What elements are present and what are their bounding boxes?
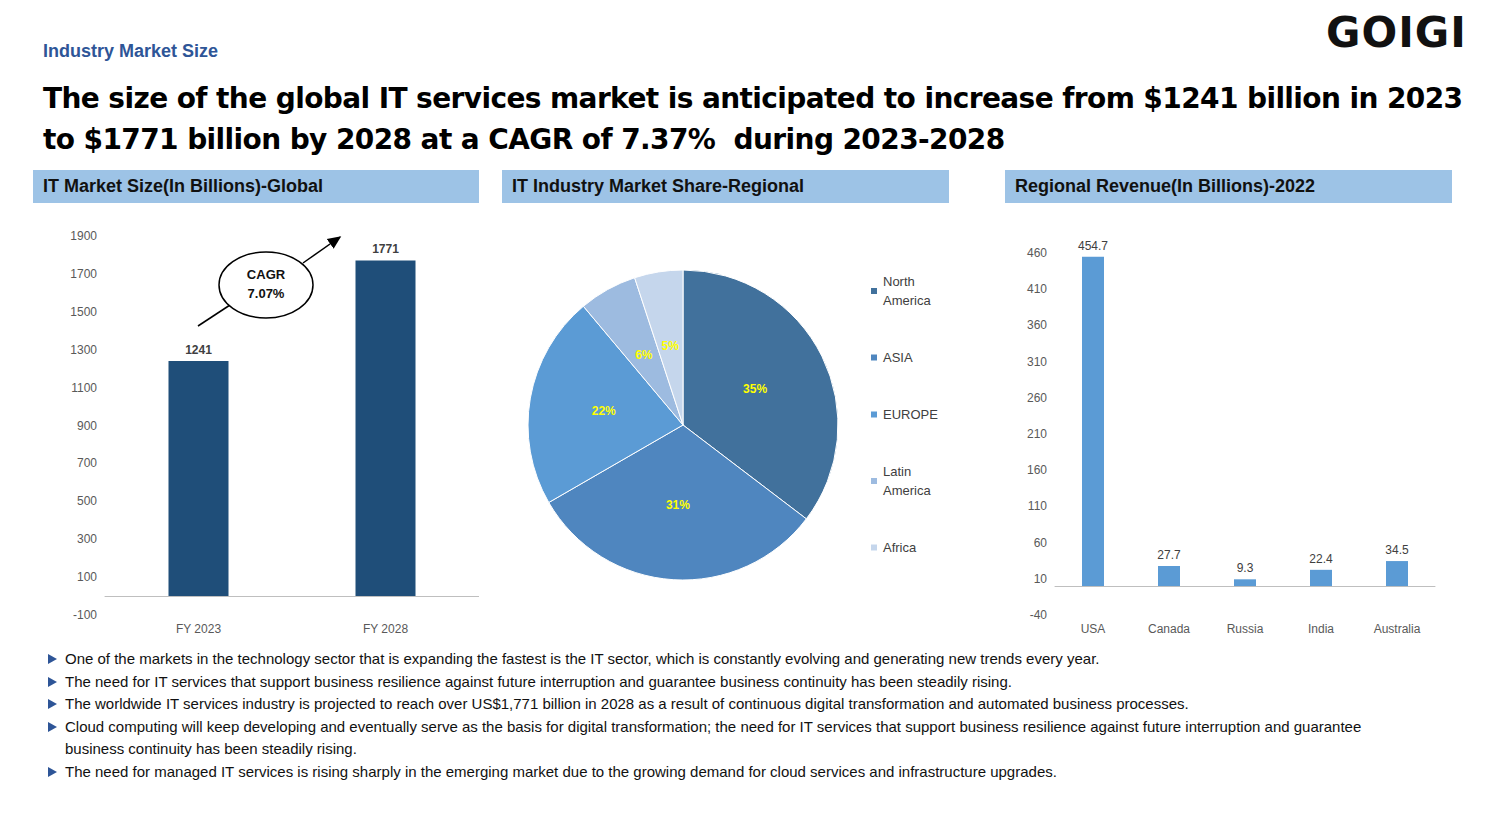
svg-text:-100: -100 <box>73 608 97 622</box>
svg-text:1900: 1900 <box>70 229 97 243</box>
html-text:IT Industry Market Share-Regio: IT Industry Market Share-Regional <box>512 176 805 196</box>
svg-text:410: 410 <box>1027 282 1047 296</box>
svg-text:500: 500 <box>77 494 97 508</box>
svg-text:22.4: 22.4 <box>1309 552 1333 566</box>
svg-text:CAGR: CAGR <box>247 267 286 282</box>
svg-text:Russia: Russia <box>1227 622 1264 635</box>
svg-text:900: 900 <box>77 419 97 433</box>
svg-text:Australia: Australia <box>1374 622 1421 635</box>
html-text:Regional Revenue(In Billions)-: Regional Revenue(In Billions)-2022 <box>1015 176 1316 196</box>
svg-text:EUROPE: EUROPE <box>883 407 938 422</box>
svg-text:Africa: Africa <box>883 540 917 555</box>
svg-text:260: 260 <box>1027 391 1047 405</box>
svg-text:27.7: 27.7 <box>1157 548 1181 562</box>
svg-text:160: 160 <box>1027 463 1047 477</box>
svg-text:India: India <box>1308 622 1334 635</box>
svg-text:454.7: 454.7 <box>1078 239 1108 253</box>
svg-text:1500: 1500 <box>70 305 97 319</box>
html-text:The size of the global IT serv: The size of the global IT services marke… <box>43 82 1472 156</box>
svg-text:America: America <box>883 293 931 308</box>
svg-text:460: 460 <box>1027 246 1047 260</box>
svg-text:-40: -40 <box>1030 608 1048 622</box>
svg-text:FY 2028: FY 2028 <box>363 622 408 635</box>
svg-text:22%: 22% <box>592 404 616 418</box>
html-text:The need for IT services that: The need for IT services that support bu… <box>65 672 1012 690</box>
svg-text:9.3: 9.3 <box>1237 561 1254 575</box>
html-text:IT Market Size(In Billions)-Gl: IT Market Size(In Billions)-Global <box>43 176 323 196</box>
html-text:GOIGI: GOIGI <box>1326 8 1467 57</box>
svg-text:6%: 6% <box>635 348 653 362</box>
svg-text:100: 100 <box>77 570 97 584</box>
svg-text:USA: USA <box>1081 622 1106 635</box>
svg-text:31%: 31% <box>666 498 690 512</box>
svg-text:700: 700 <box>77 456 97 470</box>
svg-text:300: 300 <box>77 532 97 546</box>
html-text:One of the markets in the tech: One of the markets in the technology sec… <box>65 650 1100 667</box>
svg-text:America: America <box>883 483 931 498</box>
svg-text:1100: 1100 <box>71 381 97 395</box>
svg-text:35%: 35% <box>743 382 767 396</box>
svg-text:5%: 5% <box>662 339 680 353</box>
svg-text:34.5: 34.5 <box>1385 543 1409 557</box>
svg-text:7.07%: 7.07% <box>248 286 285 301</box>
svg-text:310: 310 <box>1027 355 1047 369</box>
svg-text:1241: 1241 <box>185 343 212 357</box>
svg-text:Latin: Latin <box>883 464 915 479</box>
html-text:The need for managed IT servic: The need for managed IT services is risi… <box>65 763 1057 780</box>
svg-text:10: 10 <box>1034 572 1048 586</box>
svg-text:1300: 1300 <box>70 343 97 357</box>
html-text:The worldwide IT services indu: The worldwide IT services industry is pr… <box>65 695 1189 713</box>
svg-text:ASIA: ASIA <box>883 350 913 365</box>
svg-text:210: 210 <box>1027 427 1047 441</box>
svg-text:North: North <box>883 274 918 289</box>
svg-text:60: 60 <box>1034 536 1048 550</box>
svg-text:1700: 1700 <box>70 267 97 281</box>
svg-text:FY 2023: FY 2023 <box>176 622 221 635</box>
html-text:Industry Market Size: Industry Market Size <box>43 41 219 61</box>
html-text:Cloud computing will keep deve: Cloud computing will keep developing and… <box>65 717 1362 758</box>
svg-text:1771: 1771 <box>372 242 399 256</box>
svg-text:110: 110 <box>1028 499 1047 513</box>
svg-text:360: 360 <box>1027 318 1047 332</box>
svg-text:Canada: Canada <box>1148 622 1190 635</box>
